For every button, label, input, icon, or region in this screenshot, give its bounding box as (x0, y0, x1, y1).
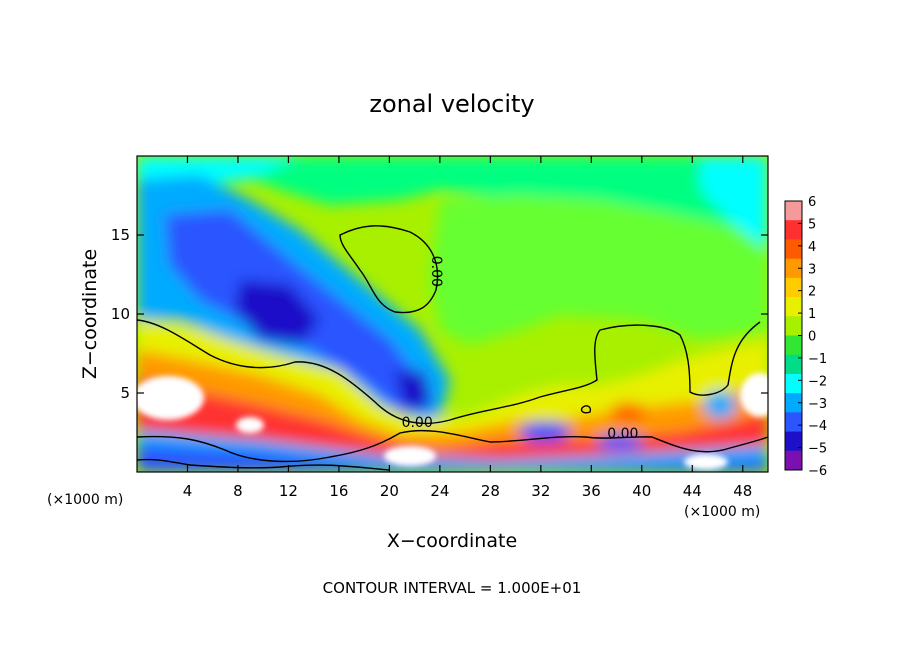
x-unit-right: (×1000 m) (684, 504, 760, 520)
colorbar-swatch (785, 431, 802, 452)
white-blob-right (740, 373, 768, 417)
colorbar-label: −4 (808, 419, 827, 434)
velocity-field (137, 156, 768, 472)
x-axis-label: X−coordinate (387, 530, 517, 552)
colorbar-swatch (785, 373, 802, 394)
zero-contour-upper-loop (339, 225, 439, 314)
zero-contour-small-loop (580, 405, 592, 414)
y-axis-ticks: 5 10 15 (111, 226, 768, 402)
colorbar-swatch (785, 393, 802, 413)
x-tick-label: 28 (481, 482, 500, 500)
white-blob-bottom-right (684, 454, 728, 470)
x-tick-label: 32 (531, 482, 550, 500)
contour-label: 0.00 (428, 256, 444, 287)
colorbar-swatch (785, 277, 802, 298)
y-axis-label: Z−coordinate (79, 249, 101, 379)
y-tick-label: 10 (111, 305, 130, 323)
colorbar-label: −1 (808, 352, 827, 367)
colorbar-label: 2 (808, 285, 816, 300)
deep-blue-core (235, 280, 320, 345)
contour-interval-footer: CONTOUR INTERVAL = 1.000E+01 (323, 579, 582, 597)
deep-blue-core-lower (395, 370, 432, 412)
colorbar-swatch (785, 220, 802, 240)
colorbar-swatch (785, 297, 802, 317)
colorbar-swatch (785, 316, 802, 336)
colorbar-swatch (785, 450, 802, 471)
contour-labels: 0.00 0.00 0.00 (402, 256, 639, 442)
colorbar-swatch (785, 258, 802, 279)
contour-label: 0.00 (607, 426, 638, 442)
upper-cyan-green-band (137, 156, 768, 255)
y-tick-label: 15 (111, 226, 130, 244)
colorbar-label: −5 (808, 442, 827, 457)
colorbar-label: 3 (808, 262, 816, 277)
colorbar-swatch (785, 335, 802, 356)
x-tick-label: 44 (683, 482, 702, 500)
colorbar: 6 5 4 3 2 1 0 −1 −2 −3 −4 −5 −6 (784, 195, 827, 479)
x-tick-label: 20 (380, 482, 399, 500)
x-tick-label: 4 (183, 482, 193, 500)
colorbar-label: 6 (808, 195, 816, 210)
colorbar-label: 0 (808, 330, 816, 345)
orange-blob (610, 403, 646, 421)
white-blob-bottom (384, 446, 436, 466)
x-tick-label: 40 (632, 482, 651, 500)
colorbar-label: −6 (808, 464, 827, 479)
colorbar-label: 5 (808, 217, 816, 232)
white-blob-small (236, 417, 264, 433)
colorbar-label: −3 (808, 397, 827, 412)
x-unit-left: (×1000 m) (47, 492, 123, 508)
y-tick-label: 5 (120, 384, 130, 402)
mid-blue-blob (519, 422, 571, 442)
x-tick-label: 24 (430, 482, 449, 500)
x-tick-label: 8 (233, 482, 243, 500)
x-tick-label: 48 (733, 482, 752, 500)
right-blue-blob (704, 391, 736, 419)
zero-contour-lower (137, 429, 768, 463)
colorbar-swatch (785, 239, 802, 260)
x-tick-label: 36 (582, 482, 601, 500)
colorbar-swatch (785, 201, 802, 221)
upper-green-region (430, 195, 768, 345)
white-blob-left (137, 376, 204, 420)
zero-contour-bottom (137, 458, 391, 471)
x-tick-label: 16 (329, 482, 348, 500)
contour-label: 0.00 (402, 415, 433, 431)
top-right-cyan (700, 156, 768, 250)
colorbar-label: −2 (808, 374, 827, 389)
contour-lines (137, 225, 768, 471)
colorbar-label: 1 (808, 307, 816, 322)
chart-title: zonal velocity (369, 90, 534, 118)
colorbar-swatch (785, 412, 802, 433)
colorbar-label: 4 (808, 240, 816, 255)
zero-contour-main (137, 319, 761, 425)
x-axis-ticks: 4 8 12 16 20 24 28 32 36 40 44 48 (183, 156, 752, 500)
x-tick-label: 12 (279, 482, 298, 500)
colorbar-swatch (785, 354, 802, 375)
